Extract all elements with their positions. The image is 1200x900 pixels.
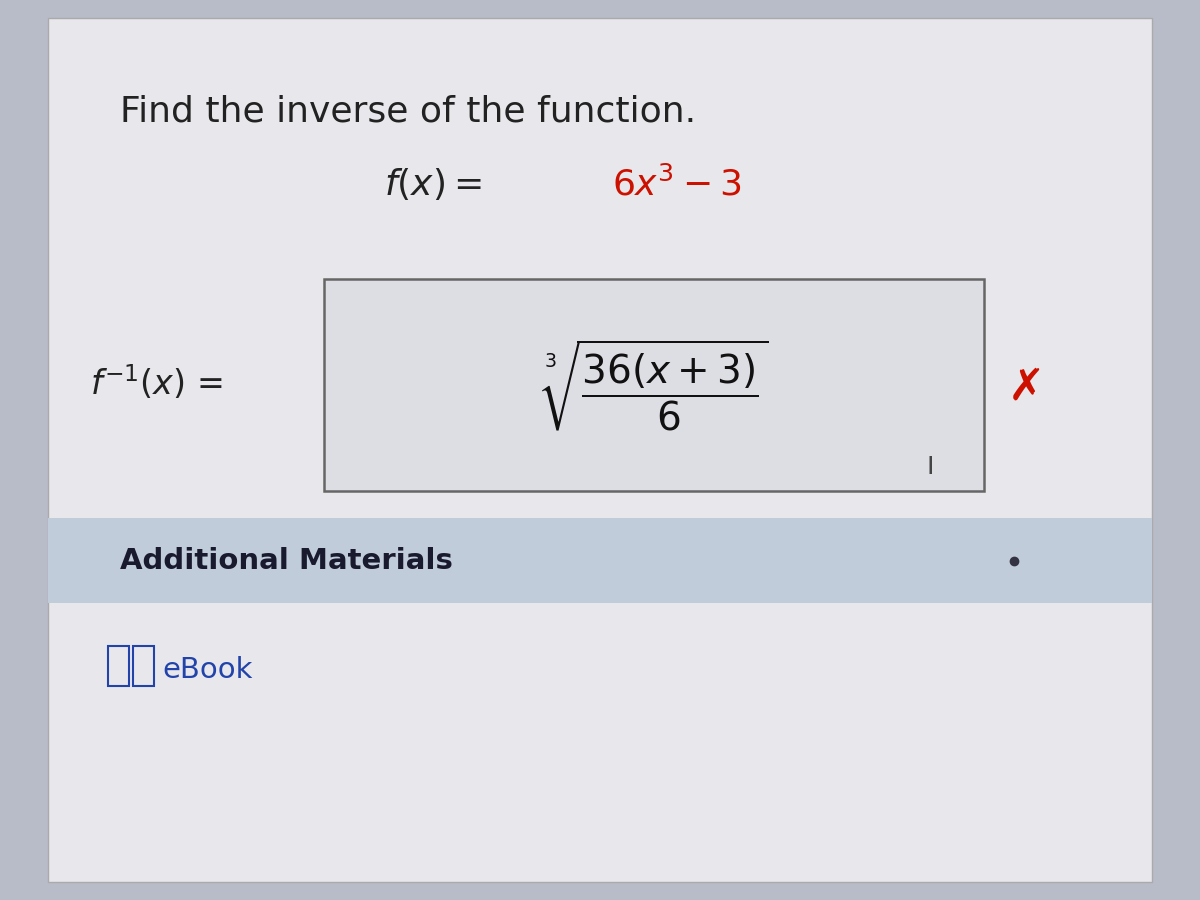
- Text: eBook: eBook: [162, 656, 252, 685]
- Text: I: I: [926, 454, 934, 479]
- Text: $f^{-1}(x)$ =: $f^{-1}(x)$ =: [90, 363, 222, 402]
- Text: $6x^3 - 3$: $6x^3 - 3$: [612, 166, 742, 202]
- Text: Additional Materials: Additional Materials: [120, 546, 452, 575]
- FancyBboxPatch shape: [48, 518, 1152, 603]
- Text: $f(x) = $: $f(x) = $: [384, 166, 482, 202]
- Text: $\sqrt[3]{\dfrac{36(x+3)}{6}}$: $\sqrt[3]{\dfrac{36(x+3)}{6}}$: [540, 338, 768, 433]
- FancyBboxPatch shape: [324, 279, 984, 490]
- Text: Find the inverse of the function.: Find the inverse of the function.: [120, 94, 696, 129]
- FancyBboxPatch shape: [48, 18, 1152, 882]
- Text: ✗: ✗: [1007, 365, 1045, 409]
